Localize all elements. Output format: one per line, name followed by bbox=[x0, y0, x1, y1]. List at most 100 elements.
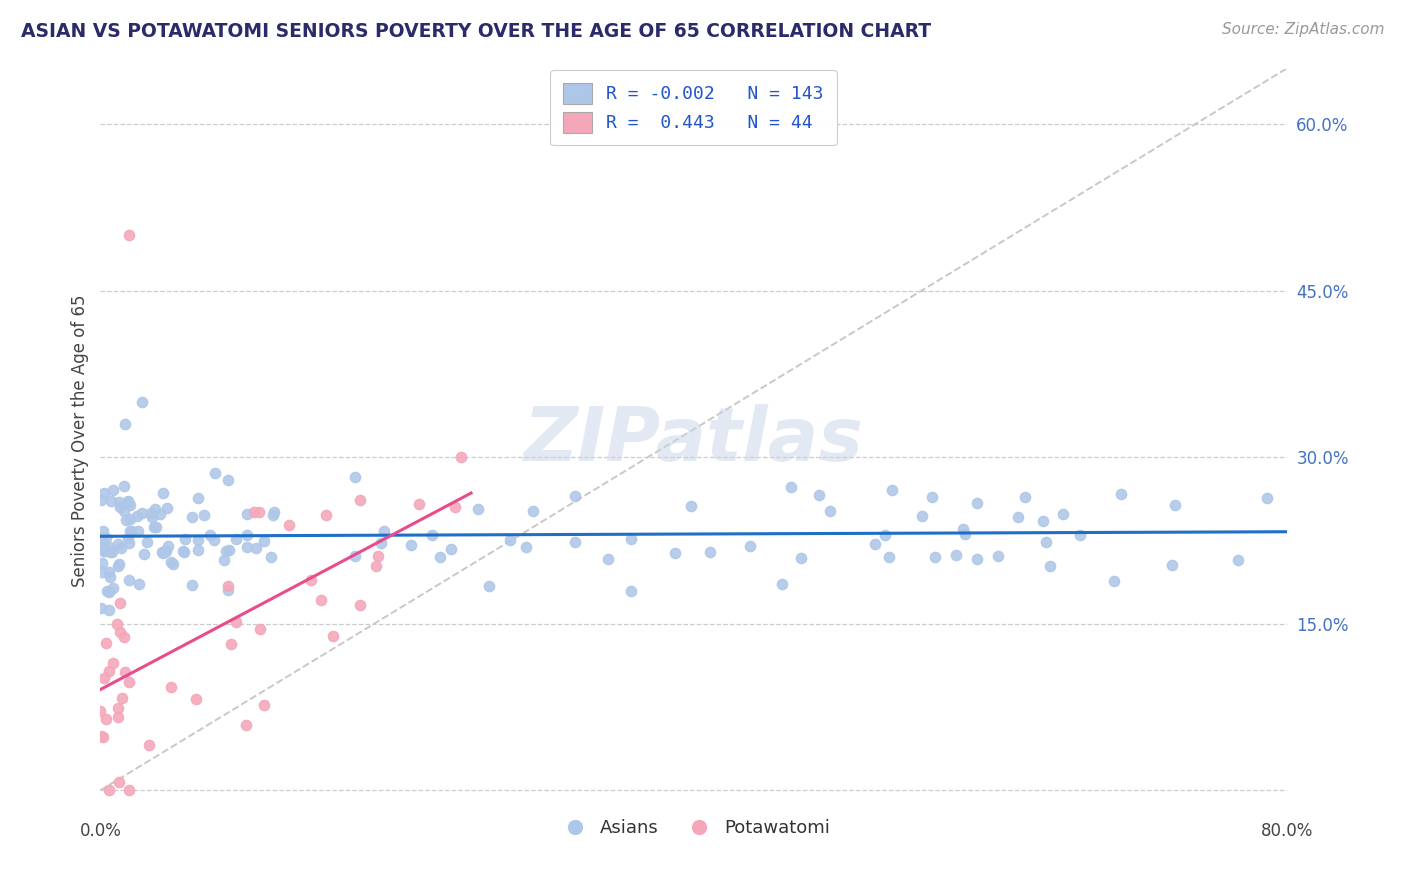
Point bbox=[1161, 558, 1184, 572]
Point bbox=[738, 539, 761, 553]
Point bbox=[315, 508, 337, 523]
Point bbox=[118, 674, 141, 689]
Point bbox=[112, 631, 135, 645]
Point bbox=[120, 524, 142, 538]
Point bbox=[699, 544, 721, 558]
Point bbox=[249, 622, 271, 636]
Point bbox=[128, 577, 150, 591]
Point bbox=[217, 579, 239, 593]
Point bbox=[202, 533, 225, 548]
Text: ZIPatlas: ZIPatlas bbox=[523, 404, 863, 477]
Point bbox=[364, 558, 387, 573]
Point bbox=[96, 584, 118, 599]
Point bbox=[90, 493, 112, 508]
Point bbox=[90, 729, 112, 743]
Point bbox=[245, 541, 267, 555]
Point bbox=[98, 570, 121, 584]
Point bbox=[118, 228, 141, 243]
Point bbox=[429, 550, 451, 565]
Point bbox=[1163, 498, 1185, 512]
Point bbox=[596, 552, 619, 566]
Point bbox=[1035, 534, 1057, 549]
Point bbox=[91, 556, 114, 570]
Point bbox=[498, 533, 520, 548]
Point bbox=[235, 718, 257, 732]
Point bbox=[953, 526, 976, 541]
Point bbox=[343, 549, 366, 564]
Point bbox=[103, 582, 125, 596]
Point bbox=[349, 493, 371, 508]
Point bbox=[217, 582, 239, 597]
Point bbox=[110, 541, 132, 555]
Point bbox=[924, 550, 946, 565]
Point bbox=[818, 503, 841, 517]
Point bbox=[193, 508, 215, 522]
Point bbox=[187, 533, 209, 547]
Point bbox=[1007, 509, 1029, 524]
Point bbox=[162, 557, 184, 571]
Point bbox=[450, 450, 472, 464]
Point bbox=[149, 507, 172, 521]
Point bbox=[467, 501, 489, 516]
Point bbox=[114, 513, 136, 527]
Point bbox=[131, 507, 153, 521]
Point bbox=[1102, 574, 1125, 589]
Point bbox=[679, 499, 702, 513]
Point bbox=[174, 532, 197, 546]
Point bbox=[98, 603, 121, 617]
Point bbox=[181, 578, 204, 592]
Point bbox=[105, 617, 128, 632]
Point bbox=[136, 535, 159, 549]
Point bbox=[91, 730, 114, 744]
Point bbox=[90, 565, 112, 579]
Point bbox=[173, 545, 195, 559]
Point bbox=[1014, 491, 1036, 505]
Point bbox=[156, 500, 179, 515]
Point bbox=[564, 489, 586, 503]
Point bbox=[349, 598, 371, 612]
Point bbox=[107, 537, 129, 551]
Point bbox=[790, 551, 813, 566]
Point bbox=[91, 541, 114, 556]
Point bbox=[260, 549, 283, 564]
Point bbox=[1256, 491, 1278, 506]
Point bbox=[367, 549, 389, 564]
Point bbox=[522, 504, 544, 518]
Point bbox=[98, 783, 121, 797]
Point bbox=[987, 549, 1010, 563]
Point bbox=[1052, 507, 1074, 521]
Point bbox=[118, 536, 141, 550]
Point bbox=[945, 548, 967, 562]
Point bbox=[1109, 486, 1132, 500]
Point bbox=[90, 531, 112, 545]
Point bbox=[1069, 528, 1091, 542]
Point bbox=[253, 698, 276, 712]
Point bbox=[253, 533, 276, 548]
Point bbox=[370, 535, 392, 549]
Point bbox=[98, 565, 121, 579]
Point bbox=[93, 524, 115, 538]
Point bbox=[118, 573, 141, 587]
Point bbox=[322, 629, 344, 643]
Point bbox=[215, 544, 238, 558]
Point bbox=[108, 596, 131, 610]
Point bbox=[107, 559, 129, 574]
Point bbox=[882, 483, 904, 497]
Point bbox=[138, 738, 160, 752]
Point bbox=[143, 501, 166, 516]
Point bbox=[952, 522, 974, 536]
Text: ASIAN VS POTAWATOMI SENIORS POVERTY OVER THE AGE OF 65 CORRELATION CHART: ASIAN VS POTAWATOMI SENIORS POVERTY OVER… bbox=[21, 22, 931, 41]
Point bbox=[235, 507, 257, 521]
Point bbox=[107, 700, 129, 714]
Point bbox=[221, 637, 243, 651]
Point bbox=[152, 486, 174, 500]
Point bbox=[873, 528, 896, 542]
Point bbox=[184, 692, 207, 706]
Point bbox=[120, 512, 142, 526]
Point bbox=[108, 495, 131, 509]
Point bbox=[97, 584, 120, 599]
Point bbox=[93, 486, 115, 500]
Point bbox=[125, 508, 148, 523]
Point bbox=[172, 544, 194, 558]
Point bbox=[1032, 515, 1054, 529]
